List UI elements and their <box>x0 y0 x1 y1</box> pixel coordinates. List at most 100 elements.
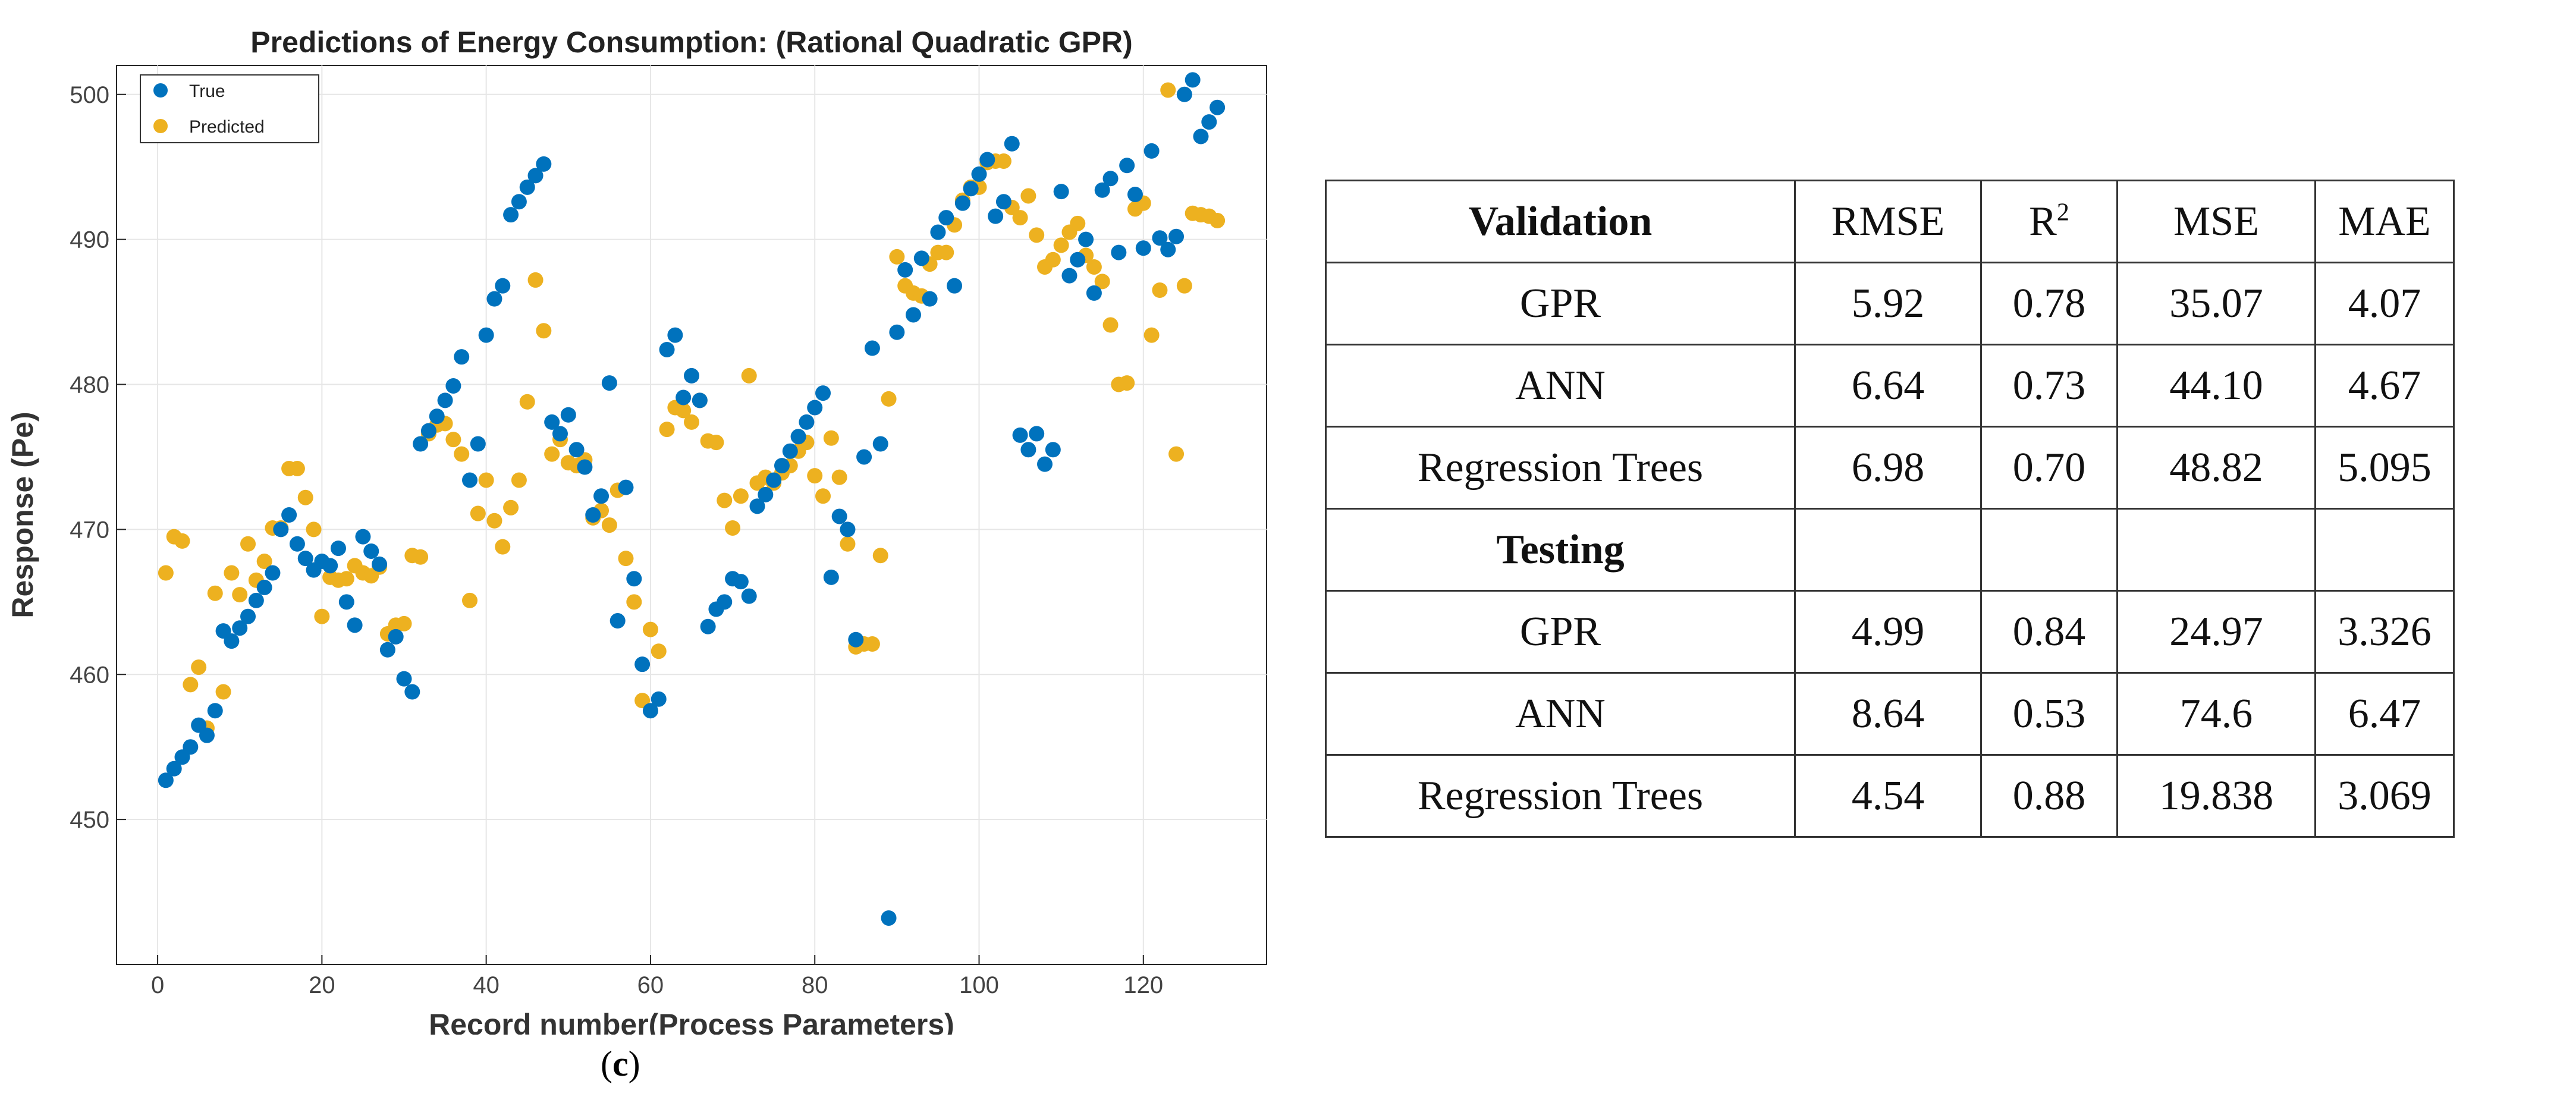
r2-header-base: R <box>2029 198 2057 244</box>
true-point <box>831 508 847 524</box>
predicted-point <box>232 587 248 603</box>
predicted-point <box>536 323 552 339</box>
true-point <box>667 327 683 343</box>
model-name-cell: Regression Trees <box>1325 426 1796 510</box>
blank-header-cell <box>1980 508 2118 592</box>
metrics-table-body: Validation RMSE R2 MSE MAE GPR 5.92 0.78 35.07 4.… <box>1325 180 2455 838</box>
scatter-chart: 0 20 40 60 80 100 120 450 460 470 480 490 500 Predict… <box>0 0 1273 1035</box>
predicted-point <box>191 659 207 675</box>
chart-title: Predictions of Energy Consumption: (Rati… <box>250 26 1132 59</box>
legend-marker-true <box>153 83 168 98</box>
x-tick-label: 20 <box>309 972 335 998</box>
true-point <box>758 486 774 502</box>
true-point <box>454 349 470 365</box>
true-point <box>593 488 610 504</box>
true-point <box>330 540 346 557</box>
true-point <box>1102 171 1119 187</box>
table-row: GPR 5.92 0.78 35.07 4.07 <box>1325 262 2455 345</box>
true-point <box>1004 136 1020 152</box>
true-point <box>1185 72 1201 88</box>
predicted-point <box>174 533 190 549</box>
legend-box <box>140 74 319 143</box>
blank-header-cell <box>1794 508 1982 592</box>
true-point <box>289 536 305 552</box>
predicted-point <box>725 520 741 536</box>
predicted-point <box>889 249 905 265</box>
predicted-point <box>527 272 544 288</box>
predicted-point <box>478 472 494 488</box>
true-point <box>1201 114 1217 130</box>
x-tick-label: 40 <box>473 972 500 998</box>
true-point <box>1053 184 1069 200</box>
true-point <box>281 507 297 523</box>
predicted-point <box>651 643 667 659</box>
true-point <box>1094 182 1110 198</box>
true-point <box>1160 241 1176 257</box>
predicted-point <box>938 244 954 260</box>
true-point <box>338 594 354 610</box>
true-point <box>478 327 494 343</box>
true-point <box>881 910 897 926</box>
true-point <box>684 367 699 384</box>
true-point <box>486 291 502 307</box>
true-point <box>1086 285 1102 301</box>
true-point <box>626 571 642 587</box>
true-point <box>248 592 264 608</box>
blank-header-cell <box>2314 508 2455 592</box>
true-point <box>1152 230 1168 246</box>
true-point <box>766 472 782 488</box>
predicted-point <box>306 521 322 538</box>
true-point <box>799 414 815 430</box>
true-point <box>1012 427 1028 443</box>
predicted-point <box>1086 259 1102 275</box>
model-name-cell: GPR <box>1325 590 1796 674</box>
true-point <box>1119 158 1135 174</box>
true-point <box>560 407 576 423</box>
predicted-point <box>215 684 231 700</box>
predicted-point <box>1020 188 1036 204</box>
mse-value-cell: 48.82 <box>2116 426 2316 510</box>
mse-value-cell: 19.838 <box>2116 754 2316 838</box>
true-point <box>601 375 617 391</box>
true-point <box>971 166 987 182</box>
predicted-point <box>618 551 634 567</box>
true-point <box>388 629 404 645</box>
predicted-point <box>207 585 223 601</box>
true-point <box>1029 426 1045 442</box>
y-tick-label: 480 <box>70 372 109 398</box>
true-point <box>273 521 289 538</box>
rmse-value-cell: 4.54 <box>1794 754 1982 838</box>
true-point <box>568 442 585 458</box>
true-point <box>420 423 436 439</box>
predicted-point <box>462 592 478 608</box>
predicted-point <box>1210 212 1226 228</box>
mae-value-cell: 6.47 <box>2314 672 2455 756</box>
section-header-row: Validation RMSE R2 MSE MAE <box>1325 180 2455 263</box>
predicted-point <box>823 430 839 446</box>
mse-header: MSE <box>2116 180 2316 263</box>
metrics-table: Validation RMSE R2 MSE MAE GPR 5.92 0.78 35.07 4.… <box>1325 180 2455 838</box>
x-tick-label: 80 <box>802 972 828 998</box>
predicted-point <box>544 446 560 462</box>
rmse-value-cell: 6.98 <box>1794 426 1982 510</box>
blank-header-cell <box>2116 508 2316 592</box>
true-point <box>413 436 429 452</box>
true-point <box>511 194 527 210</box>
true-point <box>954 195 970 211</box>
true-point <box>1176 86 1192 102</box>
predicted-point <box>815 488 831 504</box>
true-point <box>1144 143 1160 159</box>
true-point <box>1078 231 1094 247</box>
legend-label-true: True <box>189 81 225 101</box>
x-tick-label: 0 <box>151 972 164 998</box>
true-point <box>1168 228 1185 244</box>
predicted-point <box>601 517 617 533</box>
predicted-point <box>1176 278 1192 294</box>
x-tick-label: 120 <box>1123 972 1163 998</box>
table-row: GPR 4.99 0.84 24.97 3.326 <box>1325 590 2455 674</box>
r2-value-cell: 0.53 <box>1980 672 2118 756</box>
rmse-value-cell: 5.92 <box>1794 262 1982 345</box>
plot-area: 0 20 40 60 80 100 120 450 460 470 480 490 500 Predict… <box>6 26 1267 1035</box>
true-point <box>199 727 215 743</box>
predicted-point <box>256 554 272 570</box>
